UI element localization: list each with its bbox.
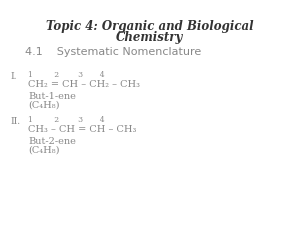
Text: Topic 4: Organic and Biological: Topic 4: Organic and Biological <box>46 20 254 33</box>
Text: I.: I. <box>10 72 16 81</box>
Text: (C₄H₈): (C₄H₈) <box>28 101 59 110</box>
Text: Chemistry: Chemistry <box>116 31 184 44</box>
Text: But-2-ene: But-2-ene <box>28 137 76 146</box>
Text: II.: II. <box>10 117 20 126</box>
Text: CH₃ – CH = CH – CH₃: CH₃ – CH = CH – CH₃ <box>28 125 136 134</box>
Text: 4.1    Systematic Nomenclature: 4.1 Systematic Nomenclature <box>25 47 201 57</box>
Text: But-1-ene: But-1-ene <box>28 92 76 101</box>
Text: 1         2        3       4: 1 2 3 4 <box>28 71 105 79</box>
Text: (C₄H₈): (C₄H₈) <box>28 146 59 155</box>
Text: 1         2        3       4: 1 2 3 4 <box>28 116 105 124</box>
Text: CH₂ = CH – CH₂ – CH₃: CH₂ = CH – CH₂ – CH₃ <box>28 80 140 89</box>
